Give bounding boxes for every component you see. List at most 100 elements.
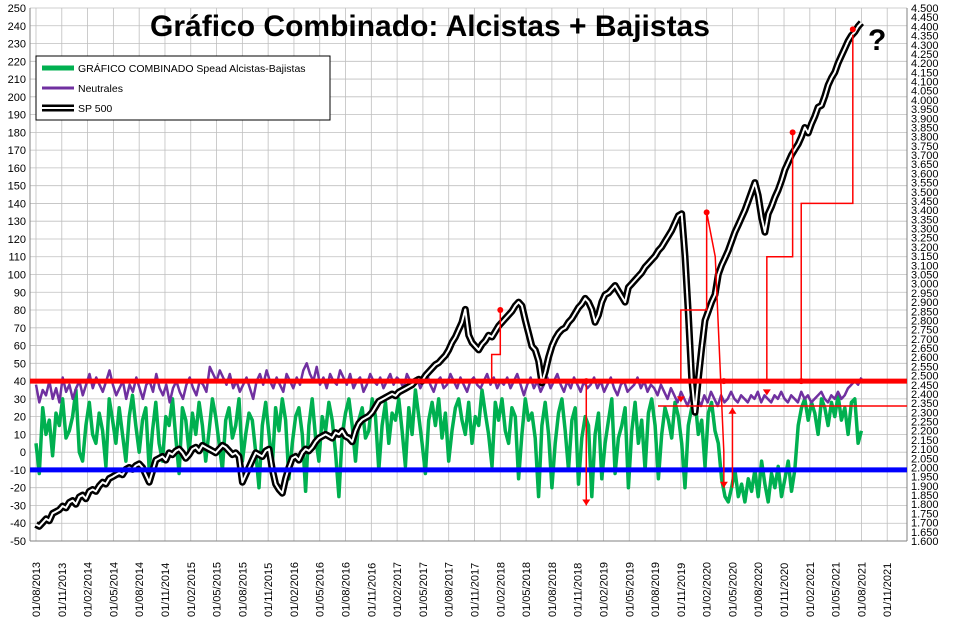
x-tick-label: 01/11/2014 (160, 563, 172, 617)
signal-arrow (582, 499, 591, 506)
left-tick-label: 150 (8, 181, 26, 193)
right-tick-label: 2.000 (911, 462, 939, 474)
right-tick-label: 4.000 (911, 95, 939, 107)
right-tick-label: 3.250 (911, 233, 939, 245)
series-sp500 (35, 22, 863, 528)
right-tick-label: 2.800 (911, 315, 939, 327)
left-tick-label: 190 (8, 110, 26, 122)
x-tick-label: 01/02/2016 (289, 562, 301, 617)
right-tick-label: 1.650 (911, 527, 939, 539)
right-tick-label: 2.300 (911, 407, 939, 419)
left-tick-label: -20 (10, 483, 26, 495)
right-tick-label: 2.650 (911, 343, 939, 355)
right-tick-label: 2.850 (911, 306, 939, 318)
x-tick-label: 01/08/2018 (547, 562, 559, 617)
left-tick-label: -40 (10, 518, 26, 530)
annotation-question-mark: ? (868, 24, 886, 57)
right-tick-label: 4.300 (911, 40, 939, 52)
signal-dot (703, 209, 710, 216)
x-tick-label: 01/05/2019 (624, 562, 636, 617)
left-tick-label: 60 (14, 341, 26, 353)
x-tick-label: 01/08/2014 (134, 562, 146, 617)
signal-step-2018 (490, 310, 502, 382)
signal-step-2021a (766, 132, 794, 382)
right-tick-label: 4.350 (911, 31, 939, 43)
right-tick-label: 3.900 (911, 113, 939, 125)
right-tick-label: 4.050 (911, 86, 939, 98)
left-tick-label: 130 (8, 216, 26, 228)
right-axis-ticks: 4.5004.4504.4004.3504.3004.2504.2004.150… (911, 3, 939, 548)
x-tick-label: 01/08/2019 (650, 562, 662, 617)
legend-box (35, 55, 331, 121)
signal-dot (798, 378, 805, 385)
right-tick-label: 2.500 (911, 371, 939, 383)
right-tick-label: 1.950 (911, 472, 939, 484)
legend-label-sp500: SP 500 (78, 103, 112, 115)
x-tick-label: 01/05/2018 (521, 562, 533, 617)
series-combinado (34, 388, 864, 504)
right-tick-label: 4.250 (911, 49, 939, 61)
x-tick-label: 01/08/2021 (856, 562, 868, 617)
right-tick-label: 2.150 (911, 435, 939, 447)
left-tick-label: 230 (8, 39, 26, 51)
right-tick-label: 3.150 (911, 251, 939, 263)
signal-dot (789, 129, 796, 136)
right-tick-label: 3.050 (911, 270, 939, 282)
right-tick-label: 2.400 (911, 389, 939, 401)
left-tick-label: 100 (8, 270, 26, 282)
x-tick-label: 01/05/2015 (212, 562, 224, 617)
left-tick-label: 40 (14, 376, 26, 388)
left-tick-label: 160 (8, 163, 26, 175)
x-tick-label: 01/11/2016 (366, 563, 378, 617)
right-tick-label: 2.750 (911, 325, 939, 337)
x-tick-label: 01/05/2017 (418, 562, 430, 617)
x-tick-label: 01/08/2015 (237, 562, 249, 617)
x-tick-label: 01/02/2015 (186, 562, 198, 617)
left-tick-label: 170 (8, 145, 26, 157)
signal-arrow (719, 481, 728, 488)
right-tick-label: 3.550 (911, 178, 939, 190)
x-axis-ticks: 01/08/2013 01/11/2013 01/02/2014 01/05/2014… (31, 562, 894, 617)
right-tick-label: 3.450 (911, 196, 939, 208)
x-tick-label: 01/02/2017 (392, 562, 404, 617)
right-tick-label: 3.850 (911, 122, 939, 134)
right-tick-label: 3.400 (911, 205, 939, 217)
right-tick-label: 1.750 (911, 508, 939, 520)
signal-dot (720, 378, 727, 385)
chart-legend: GRÁFICO COMBINADO Spead Alcistas-Bajista… (35, 55, 331, 121)
left-tick-label: 10 (14, 429, 26, 441)
right-tick-label: 2.250 (911, 417, 939, 429)
x-tick-label: 01/05/2021 (831, 562, 843, 617)
right-tick-label: 4.200 (911, 58, 939, 70)
x-tick-label: 01/11/2021 (882, 563, 894, 617)
signal-dot (497, 307, 504, 314)
x-tick-label: 01/02/2020 (702, 562, 714, 617)
left-tick-label: 50 (14, 358, 26, 370)
x-tick-label: 01/02/2014 (83, 562, 95, 617)
legend-label-combinado: GRÁFICO COMBINADO Spead Alcistas-Bajista… (78, 62, 306, 75)
left-tick-label: 70 (14, 323, 26, 335)
right-tick-label: 2.700 (911, 334, 939, 346)
right-tick-label: 3.500 (911, 187, 939, 199)
left-tick-label: 240 (8, 21, 26, 33)
right-tick-label: 1.600 (911, 536, 939, 548)
left-tick-label: -30 (10, 500, 26, 512)
right-tick-label: 2.600 (911, 352, 939, 364)
right-tick-label: 2.200 (911, 426, 939, 438)
left-tick-label: 80 (14, 305, 26, 317)
x-tick-label: 01/02/2018 (495, 562, 507, 617)
right-tick-label: 3.700 (911, 150, 939, 162)
right-tick-label: 4.450 (911, 12, 939, 24)
left-tick-label: 220 (8, 56, 26, 68)
x-tick-label: 01/11/2013 (57, 563, 69, 617)
left-axis-ticks: 2502402302202102001901801701601501401301… (8, 3, 26, 548)
right-tick-label: 3.300 (911, 224, 939, 236)
x-tick-label: 01/08/2013 (31, 562, 43, 617)
right-tick-label: 3.000 (911, 279, 939, 291)
right-tick-label: 1.850 (911, 490, 939, 502)
x-tick-label: 01/11/2019 (676, 563, 688, 617)
right-tick-label: 4.150 (911, 67, 939, 79)
right-tick-label: 2.350 (911, 398, 939, 410)
right-tick-label: 1.900 (911, 481, 939, 493)
